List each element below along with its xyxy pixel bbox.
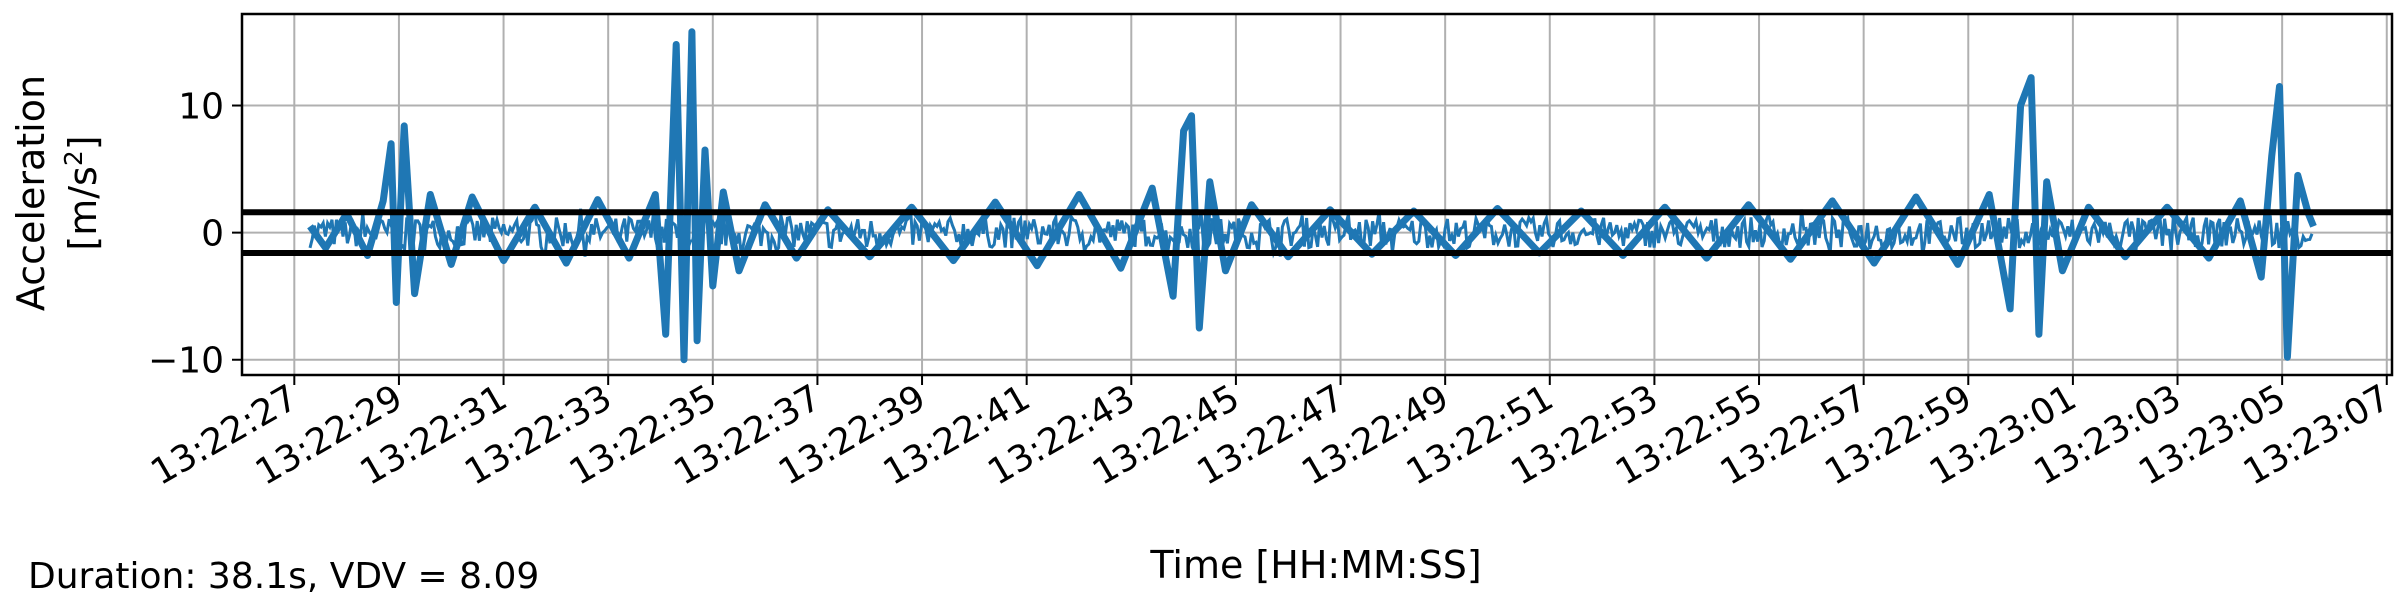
series-acceleration: [307, 28, 2317, 364]
y-axis-ticks: −10 0 10: [148, 87, 242, 382]
duration-vdv-summary: Duration: 38.1s, VDV = 8.09: [28, 556, 540, 597]
signal-noise-band: [308, 208, 2314, 259]
y-tick-label: 10: [178, 87, 224, 128]
y-tick-label: −10: [148, 341, 224, 382]
plot-frame: [240, 12, 2394, 377]
x-axis-ticks: 13:22:2713:22:2913:22:3113:22:3313:22:35…: [144, 375, 2397, 494]
y-axis-label-line2: [m/s2]: [59, 135, 105, 250]
y-axis-label-line1: Acceleration: [9, 75, 53, 311]
y-tick-label: 0: [201, 214, 224, 255]
reference-lines: [242, 209, 2392, 256]
x-axis-label: Time [HH:MM:SS]: [1149, 543, 1481, 587]
signal-noise-path: [308, 208, 2314, 259]
y-axis-label: Acceleration [m/s2]: [9, 75, 105, 311]
series-line: [307, 28, 2317, 364]
x-gridlines: [293, 14, 2388, 375]
